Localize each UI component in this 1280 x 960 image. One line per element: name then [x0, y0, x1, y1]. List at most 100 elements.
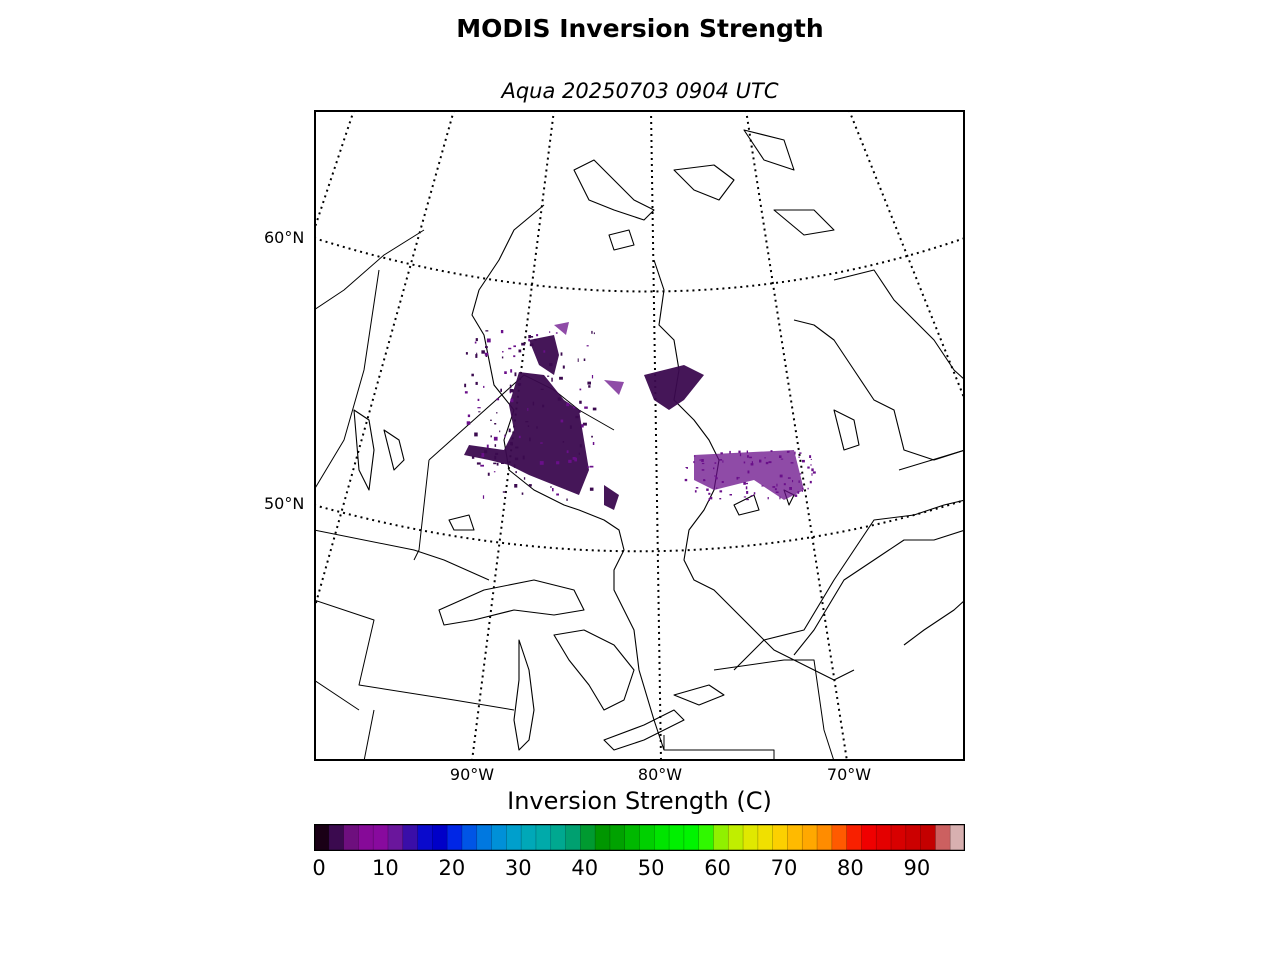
data-speckle — [480, 464, 484, 467]
colorbar-segment — [565, 824, 581, 851]
data-speckle — [549, 331, 551, 333]
data-speckle — [582, 422, 587, 426]
data-speckle — [739, 453, 742, 457]
lake-superior — [438, 579, 585, 626]
data-speckle — [501, 462, 504, 464]
data-speckle — [568, 459, 572, 463]
data-speckle — [719, 490, 723, 493]
data-speckle — [552, 488, 554, 492]
colorbar-segment — [432, 824, 448, 851]
data-speckle — [566, 402, 570, 407]
data-speckle — [749, 456, 752, 459]
data-speckle — [699, 459, 701, 461]
data-speckle — [509, 389, 514, 393]
st-lawrence-south-shore — [793, 529, 965, 656]
data-speckle — [811, 468, 814, 472]
data-speckle — [515, 446, 519, 449]
data-speckle — [578, 410, 581, 413]
data-speckle — [560, 352, 563, 356]
data-speckle — [753, 492, 756, 495]
colorbar-segment — [772, 824, 789, 851]
colorbar-segment — [491, 824, 507, 851]
data-speckle — [543, 350, 546, 353]
lon-label-90w: 90°W — [449, 765, 495, 784]
data-speckle — [794, 451, 796, 455]
data-speckle — [496, 462, 499, 466]
figure-subtitle: Aqua 20250703 0904 UTC — [501, 79, 779, 103]
data-speckle — [706, 488, 709, 491]
data-speckle — [714, 475, 718, 477]
labrador-inner — [793, 319, 965, 461]
data-speckle — [747, 470, 750, 474]
border — [413, 459, 430, 561]
border — [663, 735, 775, 761]
data-speckle — [532, 401, 535, 406]
colorbar-segment — [846, 824, 863, 851]
data-speckle — [750, 463, 754, 466]
figure-title: MODIS Inversion Strength — [456, 14, 824, 43]
data-speckle — [502, 351, 504, 353]
data-speckle — [476, 462, 481, 465]
data-speckle — [500, 330, 504, 334]
data-speckle — [779, 455, 782, 458]
colorbar-segment — [476, 824, 493, 851]
data-patch — [604, 485, 619, 510]
data-speckle — [465, 352, 468, 355]
data-patch — [604, 380, 624, 395]
data-speckle — [481, 350, 485, 354]
data-speckle — [493, 471, 496, 473]
data-speckle — [768, 461, 772, 464]
data-speckle — [513, 345, 516, 348]
data-speckle — [729, 494, 732, 496]
colorbar-segment — [461, 824, 478, 851]
data-speckle — [510, 398, 514, 403]
data-speckle — [745, 486, 748, 490]
data-speckle — [478, 411, 481, 413]
data-speckle — [556, 461, 560, 465]
northern-island — [773, 209, 835, 236]
data-speckle — [780, 458, 784, 460]
data-speckle — [510, 441, 513, 446]
data-speckle — [750, 495, 754, 497]
data-speckle — [501, 356, 504, 359]
meridian-80w — [650, 110, 662, 761]
data-speckle — [483, 385, 485, 388]
data-speckle — [485, 346, 488, 349]
data-speckle — [536, 334, 539, 337]
data-speckle — [716, 487, 718, 489]
data-speckle — [475, 354, 478, 358]
border — [314, 529, 490, 581]
data-speckle — [580, 426, 582, 429]
data-speckle — [515, 471, 517, 474]
colorbar-tick-label: 90 — [903, 856, 931, 880]
data-speckle — [477, 407, 481, 409]
colorbar-segment — [728, 824, 744, 851]
colorbar-segment — [402, 824, 419, 851]
data-speckle — [722, 460, 724, 463]
data-speckle — [536, 426, 538, 429]
data-speckle — [539, 461, 544, 465]
data-speckle — [493, 462, 497, 465]
data-speckle — [765, 461, 769, 465]
data-speckle — [562, 365, 565, 369]
data-speckle — [508, 428, 511, 433]
data-speckle — [801, 490, 803, 492]
northern-island — [673, 164, 735, 201]
data-speckle — [496, 398, 500, 401]
colorbar-tick-label: 20 — [438, 856, 466, 880]
data-speckle — [566, 450, 569, 454]
data-speckle — [579, 400, 582, 404]
data-speckle — [584, 406, 588, 409]
data-speckle — [495, 452, 499, 455]
data-patch — [529, 335, 559, 375]
data-speckle — [523, 477, 526, 480]
data-speckle — [738, 450, 741, 454]
lake-huron — [553, 629, 635, 711]
colorbar-segment — [387, 824, 404, 851]
data-speckle — [714, 462, 717, 464]
data-speckle — [496, 412, 498, 414]
colorbar-segment — [876, 824, 892, 851]
data-speckle — [790, 462, 794, 464]
data-speckle — [809, 480, 812, 484]
data-speckle — [575, 415, 579, 419]
